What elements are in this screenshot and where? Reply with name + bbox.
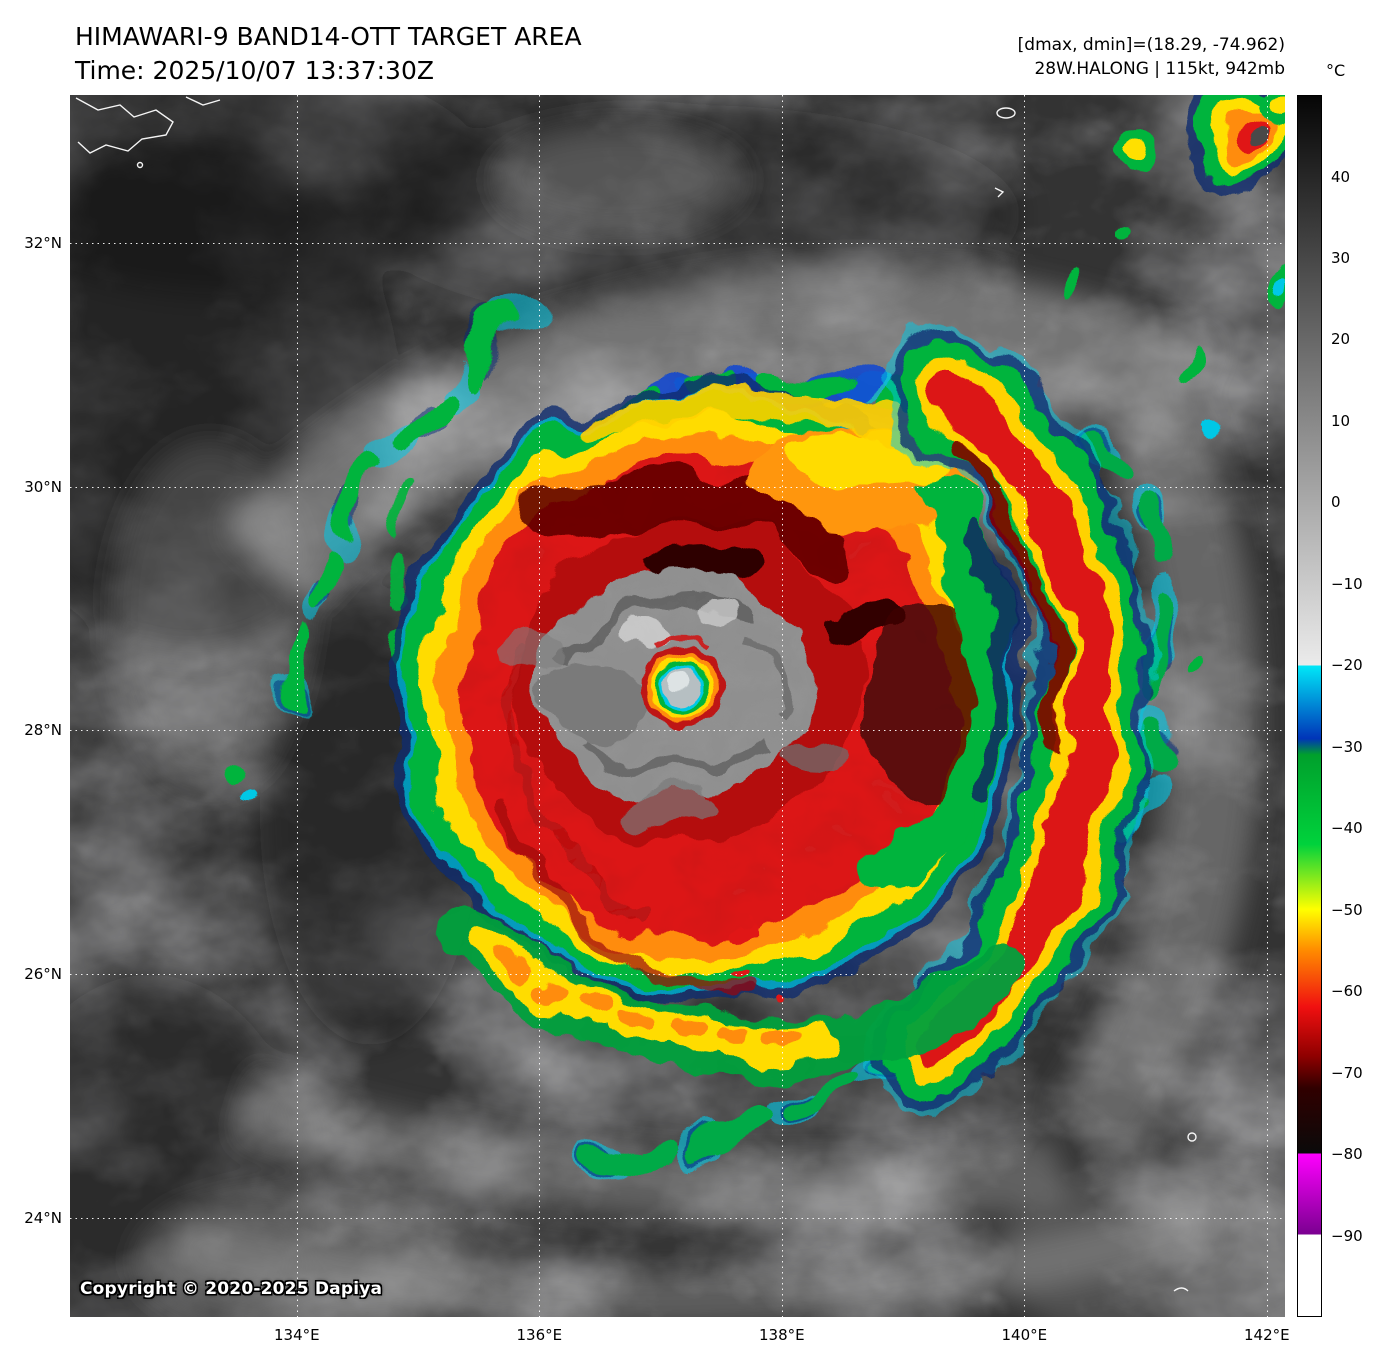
lon-tick-label: 138°E	[758, 1326, 805, 1344]
lon-tick-label: 142°E	[1243, 1326, 1290, 1344]
grid-line-lat	[70, 974, 1285, 976]
colorbar-tick-label: 40	[1331, 167, 1351, 186]
lat-tick-label: 24°N	[24, 1209, 62, 1228]
colorbar-tick-label: −90	[1331, 1226, 1363, 1245]
colorbar-gradient	[1298, 96, 1321, 1316]
colorbar-unit-label: °C	[1326, 61, 1346, 80]
colorbar-tick-label: 10	[1331, 411, 1351, 430]
colorbar-tick-label: −20	[1331, 656, 1363, 675]
colorbar-tick-label: 20	[1331, 330, 1351, 349]
colorbar-tick-label: −30	[1331, 737, 1363, 756]
grid-line-lat	[70, 242, 1285, 244]
lat-tick-label: 28°N	[24, 721, 62, 740]
colorbar-tick-label: 30	[1331, 248, 1351, 267]
colorbar-tick-label: −50	[1331, 900, 1363, 919]
plot-title: HIMAWARI-9 BAND14-OTT TARGET AREA	[75, 22, 582, 51]
grid-line-lat	[70, 1218, 1285, 1220]
grid-line-lon	[1024, 95, 1026, 1317]
lon-tick-label: 140°E	[1001, 1326, 1048, 1344]
colorbar-tick-label: −60	[1331, 982, 1363, 1001]
colorbar-tick-label: 0	[1331, 493, 1341, 512]
grid-line-lon	[539, 95, 541, 1317]
grid-line-lat	[70, 730, 1285, 732]
lon-tick-label: 134°E	[273, 1326, 320, 1344]
lon-tick-label: 136°E	[516, 1326, 563, 1344]
copyright-label: Copyright © 2020-2025 Dapiya	[80, 1279, 383, 1299]
colorbar-tick-label: −10	[1331, 574, 1363, 593]
lat-tick-label: 26°N	[24, 965, 62, 984]
grid-line-lat	[70, 486, 1285, 488]
colorbar-tick-label: −70	[1331, 1063, 1363, 1082]
storm-info-label: 28W.HALONG | 115kt, 942mb	[1034, 59, 1285, 79]
time-label: Time: 2025/10/07 13:37:30Z	[75, 56, 434, 85]
lat-tick-label: 30°N	[24, 477, 62, 496]
colorbar	[1297, 95, 1322, 1317]
map-plot: Copyright © 2020-2025 Dapiya	[70, 95, 1285, 1317]
satellite-image	[70, 95, 1285, 1317]
grid-line-lon	[781, 95, 783, 1317]
header-info: [dmax, dmin]=(18.29, -74.962) 28W.HALONG…	[785, 33, 1285, 81]
colorbar-tick-label: −40	[1331, 819, 1363, 838]
grid-line-lon	[1266, 95, 1268, 1317]
grid-line-lon	[296, 95, 298, 1317]
coastline	[75, 96, 1197, 1292]
dmax-dmin-label: [dmax, dmin]=(18.29, -74.962)	[1017, 35, 1285, 55]
lat-tick-label: 32°N	[24, 233, 62, 252]
colorbar-tick-label: −80	[1331, 1145, 1363, 1164]
